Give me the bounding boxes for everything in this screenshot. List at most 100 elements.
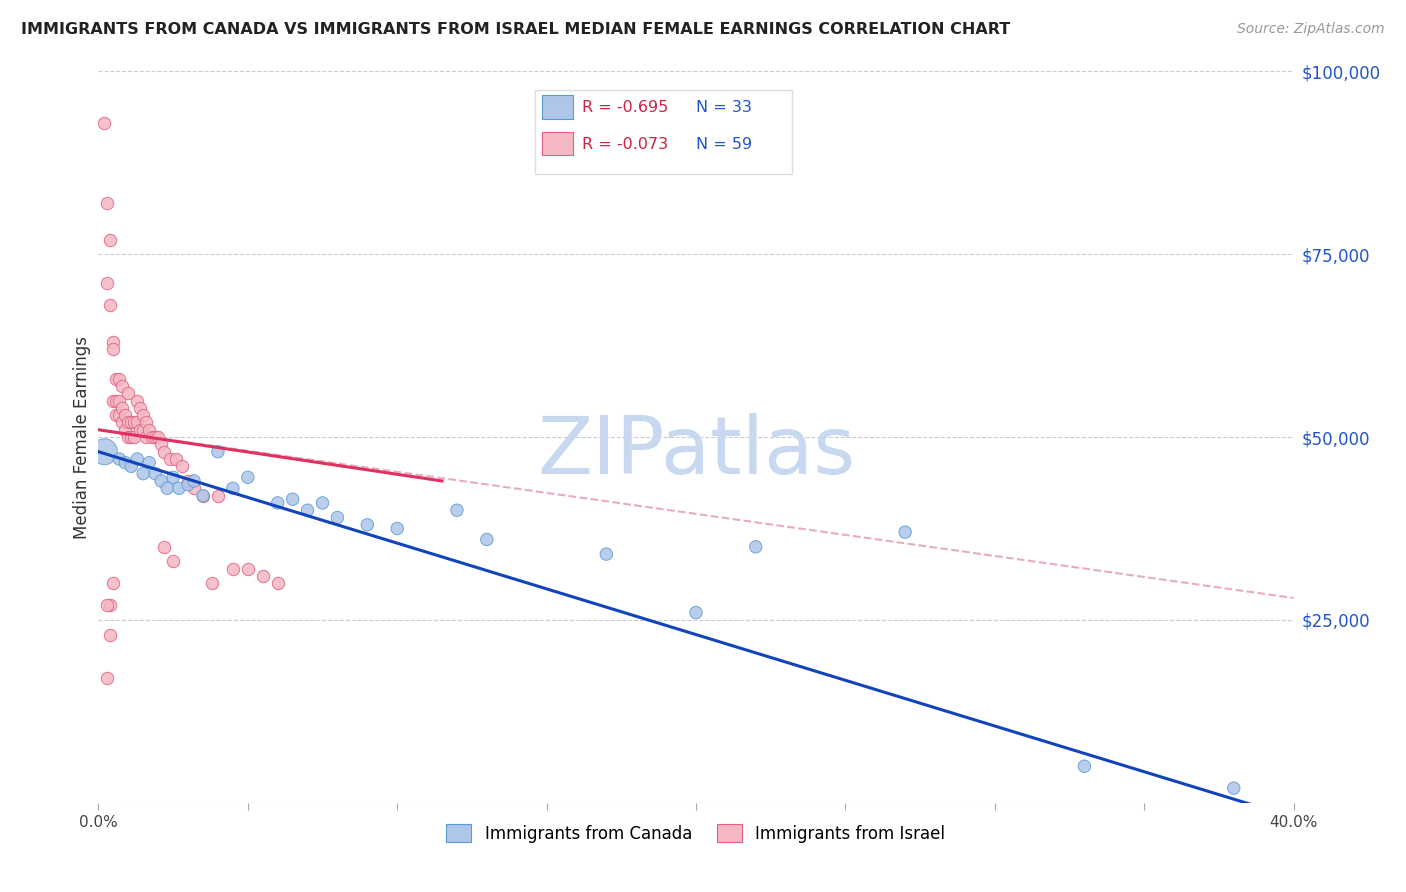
Point [127, 452, 149, 467]
Point [127, 393, 149, 408]
Point [120, 430, 142, 444]
FancyBboxPatch shape [541, 95, 572, 119]
Point [103, 334, 125, 349]
Point [745, 540, 768, 554]
Text: R = -0.695: R = -0.695 [582, 100, 669, 115]
Legend: Immigrants from Canada, Immigrants from Israel: Immigrants from Canada, Immigrants from … [440, 818, 952, 849]
Point [148, 430, 170, 444]
Point [98, 627, 122, 641]
Point [156, 481, 179, 495]
Point [162, 470, 184, 484]
Point [159, 452, 181, 467]
Point [153, 444, 176, 458]
Point [177, 477, 200, 491]
Point [356, 517, 378, 532]
Point [143, 467, 166, 481]
Point [475, 533, 498, 547]
Point [150, 474, 173, 488]
Point [236, 470, 259, 484]
Point [138, 456, 160, 470]
Point [127, 416, 149, 430]
Point [446, 503, 468, 517]
Point [1073, 759, 1095, 773]
Point [108, 408, 131, 422]
Point [191, 489, 214, 503]
Point [143, 430, 166, 444]
Text: ZIPatlas: ZIPatlas [537, 413, 855, 491]
Text: N = 59: N = 59 [696, 136, 752, 152]
Point [105, 371, 128, 385]
Point [297, 503, 319, 517]
Point [96, 599, 118, 613]
Point [124, 430, 146, 444]
Point [385, 521, 409, 535]
Point [105, 408, 128, 422]
Y-axis label: Median Female Earnings: Median Female Earnings [73, 335, 91, 539]
Point [177, 474, 200, 488]
Point [96, 196, 118, 211]
Point [191, 489, 214, 503]
Point [267, 576, 290, 591]
FancyBboxPatch shape [541, 132, 572, 155]
Point [111, 416, 134, 430]
Point [236, 562, 259, 576]
Point [135, 416, 157, 430]
Point [108, 371, 131, 385]
Point [96, 672, 118, 686]
Point [162, 554, 184, 568]
Point [108, 452, 131, 467]
Point [685, 606, 707, 620]
Point [326, 510, 349, 524]
Point [894, 525, 917, 540]
Point [141, 430, 163, 444]
Point [135, 430, 157, 444]
Point [132, 467, 155, 481]
Point [105, 393, 128, 408]
Point [108, 393, 131, 408]
Point [207, 444, 229, 458]
Point [114, 408, 136, 422]
Point [129, 401, 152, 415]
Point [252, 569, 274, 583]
Text: Source: ZipAtlas.com: Source: ZipAtlas.com [1237, 22, 1385, 37]
Point [103, 343, 125, 357]
Point [165, 452, 187, 467]
Text: N = 33: N = 33 [696, 100, 752, 115]
Point [117, 416, 139, 430]
Point [207, 489, 229, 503]
Point [93, 115, 115, 129]
Point [98, 298, 122, 312]
Point [150, 437, 173, 451]
Point [132, 408, 155, 422]
Point [222, 562, 245, 576]
Point [222, 481, 245, 495]
FancyBboxPatch shape [534, 90, 792, 174]
Point [172, 459, 194, 474]
Point [201, 576, 224, 591]
Point [114, 456, 136, 470]
Point [183, 481, 205, 495]
Point [595, 547, 617, 561]
Point [93, 444, 115, 458]
Point [98, 599, 122, 613]
Point [96, 277, 118, 291]
Point [132, 423, 155, 437]
Point [281, 492, 304, 507]
Point [153, 540, 176, 554]
Point [167, 481, 190, 495]
Point [111, 379, 134, 393]
Point [124, 416, 146, 430]
Point [117, 430, 139, 444]
Point [129, 423, 152, 437]
Point [98, 233, 122, 247]
Text: IMMIGRANTS FROM CANADA VS IMMIGRANTS FROM ISRAEL MEDIAN FEMALE EARNINGS CORRELAT: IMMIGRANTS FROM CANADA VS IMMIGRANTS FRO… [21, 22, 1011, 37]
Point [183, 474, 205, 488]
Point [117, 386, 139, 401]
Point [120, 459, 142, 474]
Point [103, 393, 125, 408]
Point [138, 423, 160, 437]
Point [111, 401, 134, 415]
Point [103, 576, 125, 591]
Point [267, 496, 290, 510]
Point [114, 423, 136, 437]
